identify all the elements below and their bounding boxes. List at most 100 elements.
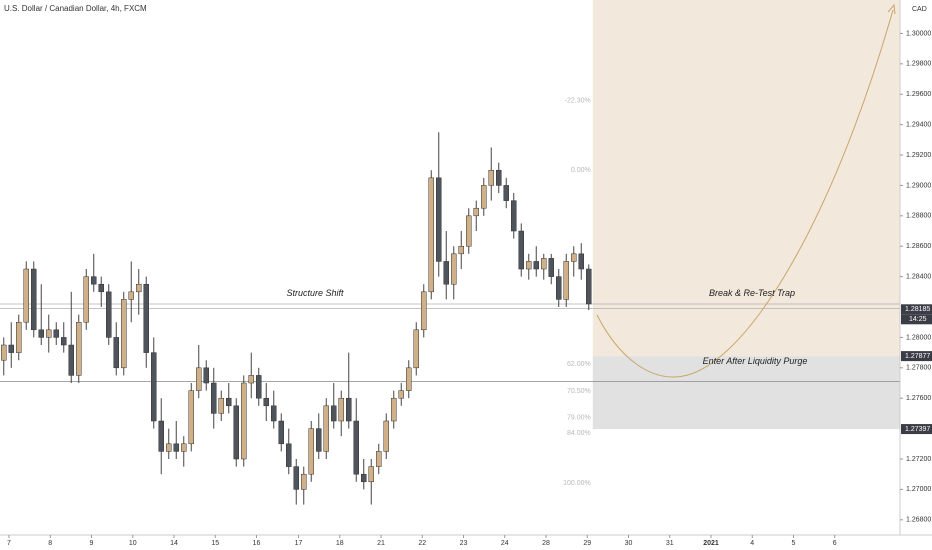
- projection-arrow: [887, 3, 896, 15]
- y-tick-label: 1.27200: [906, 456, 931, 463]
- y-tick-label: 1.28400: [906, 273, 931, 280]
- y-tick-label: 1.29400: [906, 121, 931, 128]
- candle-body: [23, 268, 29, 323]
- candle-body: [53, 329, 59, 338]
- x-tick-label: 14: [170, 540, 178, 547]
- candle-body: [323, 405, 329, 452]
- candle-body: [556, 276, 562, 300]
- candle-body: [8, 344, 14, 353]
- x-tick-label: 10: [129, 540, 137, 547]
- candle-body: [541, 258, 547, 270]
- candle-body: [338, 397, 344, 422]
- candle-body: [548, 258, 554, 277]
- candle-body: [391, 397, 397, 422]
- x-tick-label: 8: [48, 540, 52, 547]
- candle-body: [316, 428, 322, 452]
- annotation: Structure Shift: [286, 288, 344, 298]
- candle-body: [428, 177, 434, 293]
- y-tick-label: 1.26800: [906, 517, 931, 524]
- price-tag-label: 1.27877: [905, 353, 930, 360]
- candle-body: [413, 329, 419, 369]
- candle-body: [308, 428, 314, 475]
- candle-body: [46, 329, 52, 338]
- fib-label: -22.30%: [565, 97, 591, 104]
- candle-body: [1, 344, 7, 361]
- candle-body: [518, 230, 524, 270]
- x-tick-label: 2021: [703, 540, 719, 547]
- x-tick-label: 23: [460, 540, 468, 547]
- candle-body: [98, 283, 104, 293]
- price-tag-label: 1.27397: [905, 426, 930, 433]
- candle-body: [436, 177, 442, 262]
- timer-tag: [901, 314, 932, 325]
- candle-body: [406, 367, 412, 391]
- x-tick-label: 22: [418, 540, 426, 547]
- candle-body: [496, 169, 502, 186]
- candle-body: [301, 473, 307, 490]
- candle-body: [361, 473, 367, 483]
- candle-body: [481, 185, 487, 209]
- y-tick-label: 1.28800: [906, 213, 931, 220]
- candle-body: [533, 261, 539, 270]
- candle-body: [578, 253, 584, 270]
- candle-body: [271, 405, 277, 422]
- x-tick-label: 5: [792, 540, 796, 547]
- candle-body: [443, 261, 449, 285]
- projection-curve: [596, 9, 894, 378]
- candle-body: [68, 344, 74, 376]
- candle-body: [173, 443, 179, 452]
- candle-body: [368, 466, 374, 483]
- candle-body: [16, 321, 22, 353]
- price-tag: [901, 304, 932, 315]
- y-tick-label: 1.27800: [906, 365, 931, 372]
- candle-body: [121, 299, 127, 369]
- candle-body: [383, 420, 389, 452]
- fib-label: 79.00%: [567, 414, 591, 421]
- candle-body: [466, 215, 472, 247]
- fib-label: 62.00%: [567, 361, 591, 368]
- y-tick-label: 1.29800: [906, 61, 931, 68]
- annotation: Break & Re-Test Trap: [709, 288, 795, 298]
- candle-body: [458, 245, 464, 255]
- x-tick-label: 29: [583, 540, 591, 547]
- candle-body: [181, 443, 187, 452]
- x-tick-label: 6: [833, 540, 837, 547]
- x-tick-label: 18: [336, 540, 344, 547]
- candle-body: [473, 207, 479, 217]
- x-tick-label: 28: [542, 540, 550, 547]
- x-tick-label: 21: [377, 540, 385, 547]
- candle-body: [263, 397, 269, 407]
- candle-body: [76, 321, 82, 376]
- timer-label: 14:25: [909, 316, 927, 323]
- candle-body: [203, 367, 209, 384]
- candle-body: [451, 253, 457, 285]
- entry-zone: [592, 356, 900, 430]
- candle-body: [488, 169, 494, 186]
- x-tick-label: 17: [295, 540, 303, 547]
- candle-body: [38, 329, 44, 338]
- candle-body: [158, 420, 164, 452]
- annotation: Enter After Liquidity Purge: [703, 356, 808, 366]
- candle-body: [353, 420, 359, 475]
- x-tick-label: 9: [90, 540, 94, 547]
- candle-body: [91, 276, 97, 285]
- candle-body: [143, 283, 149, 353]
- fib-label: 100.00%: [563, 480, 591, 487]
- y-tick-label: 1.27000: [906, 486, 931, 493]
- candle-body: [188, 390, 194, 445]
- x-tick-label: 31: [666, 540, 674, 547]
- candle-body: [226, 397, 232, 407]
- x-tick-label: 24: [501, 540, 509, 547]
- y-tick-label: 1.28000: [906, 334, 931, 341]
- x-tick-label: 7: [7, 540, 11, 547]
- price-tag: [901, 424, 932, 435]
- x-tick-label: 4: [750, 540, 754, 547]
- y-tick-label: 1.29000: [906, 182, 931, 189]
- candle-body: [331, 405, 337, 422]
- candle-body: [211, 382, 217, 414]
- candle-body: [286, 443, 292, 467]
- candle-body: [241, 382, 247, 460]
- fib-label: 70.50%: [567, 388, 591, 395]
- candle-body: [511, 200, 517, 232]
